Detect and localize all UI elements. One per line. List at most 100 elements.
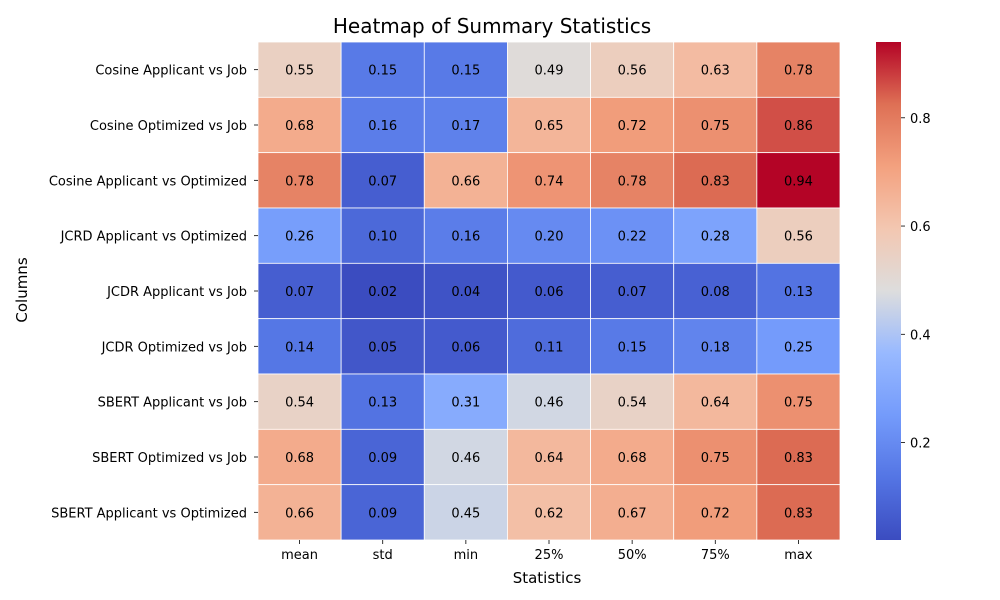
colorbar: 0.2 0.4 0.6 0.8 <box>876 42 931 540</box>
heatmap-cell <box>673 428 758 486</box>
y-tick-label: Cosine Applicant vs Job <box>95 64 247 79</box>
cell-value-label: 0.65 <box>535 119 564 134</box>
colorbar-tick-label: 0.8 <box>910 112 931 127</box>
cell-value-label: 0.06 <box>451 340 480 355</box>
cell-value-label: 0.55 <box>285 64 314 79</box>
cell-value-label: 0.25 <box>784 340 813 355</box>
x-tick-label: max <box>784 548 813 563</box>
cell-value-label: 0.78 <box>285 174 314 189</box>
cell-value-label: 0.22 <box>618 230 647 245</box>
cell-value-label: 0.54 <box>285 396 314 411</box>
heatmap-cell <box>257 41 342 98</box>
y-tick-label: Cosine Applicant vs Optimized <box>49 174 247 189</box>
cell-value-label: 0.86 <box>784 119 813 134</box>
heatmap-cell <box>507 152 591 209</box>
x-tick-label: 75% <box>701 548 730 563</box>
y-tick-labels: Cosine Applicant vs Job Cosine Optimized … <box>49 64 258 521</box>
x-axis-label: Statistics <box>513 569 582 587</box>
colorbar-tick-label: 0.4 <box>910 328 931 343</box>
y-tick-label: Cosine Optimized vs Job <box>90 119 247 134</box>
heatmap-cell <box>423 318 508 375</box>
colorbar-tick-label: 0.6 <box>910 220 931 235</box>
heatmap-cell <box>756 96 841 154</box>
heatmap-cell <box>257 373 342 430</box>
heatmap-cell <box>257 207 342 264</box>
heatmap-cell <box>673 152 758 209</box>
heatmap-cell <box>340 428 425 486</box>
cell-value-label: 0.08 <box>701 285 730 300</box>
heatmap-cell <box>590 41 675 98</box>
heatmap-cell <box>756 373 841 430</box>
cell-value-label: 0.28 <box>701 230 730 245</box>
cell-value-label: 0.72 <box>618 119 647 134</box>
cell-value-label: 0.20 <box>535 230 564 245</box>
cell-value-label: 0.64 <box>535 451 564 466</box>
cell-value-label: 0.09 <box>368 451 397 466</box>
heatmap-cell <box>673 373 758 430</box>
cell-value-label: 0.94 <box>784 174 813 189</box>
cell-value-label: 0.62 <box>535 506 564 521</box>
cell-value-label: 0.15 <box>368 64 397 79</box>
cell-value-label: 0.16 <box>451 230 480 245</box>
cell-value-label: 0.68 <box>285 451 314 466</box>
cell-value-label: 0.14 <box>285 340 314 355</box>
heatmap-cell <box>756 262 841 320</box>
x-tick-labels: mean std min 25% 50% 75% max <box>281 540 813 563</box>
cell-value-label: 0.16 <box>368 119 397 134</box>
y-tick-label: SBERT Optimized vs Job <box>92 451 247 466</box>
cell-value-label: 0.66 <box>285 506 314 521</box>
heatmap-cell <box>590 318 675 375</box>
heatmap-cell <box>756 318 841 375</box>
chart-title: Heatmap of Summary Statistics <box>333 14 651 38</box>
cell-value-label: 0.68 <box>285 119 314 134</box>
cell-value-label: 0.07 <box>618 285 647 300</box>
y-tick-label: JCDR Optimized vs Job <box>101 340 247 355</box>
heatmap-cell <box>590 428 675 486</box>
cell-value-label: 0.56 <box>784 230 813 245</box>
y-axis-label: Columns <box>13 257 31 322</box>
heatmap-cell <box>423 152 508 209</box>
heatmap-cell <box>340 152 425 209</box>
heatmap-cell <box>507 207 591 264</box>
x-tick-label: std <box>373 548 393 563</box>
cell-value-label: 0.83 <box>701 174 730 189</box>
cell-value-label: 0.15 <box>618 340 647 355</box>
heatmap-cell <box>590 152 675 209</box>
heatmap-cell <box>257 318 342 375</box>
cell-value-label: 0.15 <box>451 64 480 79</box>
cell-value-label: 0.83 <box>784 506 813 521</box>
heatmap-cells: 0.55 0.15 0.15 0.49 0.56 0.63 0.78 0.68 0.16 0.17… <box>257 41 841 541</box>
cell-value-label: 0.45 <box>451 506 480 521</box>
heatmap-cell <box>756 428 841 486</box>
x-tick-label: 25% <box>535 548 564 563</box>
heatmap-cell <box>257 428 342 486</box>
heatmap-cell <box>590 484 675 541</box>
cell-value-label: 0.75 <box>784 396 813 411</box>
cell-value-label: 0.78 <box>618 174 647 189</box>
cell-value-label: 0.64 <box>701 396 730 411</box>
heatmap-cell <box>673 41 758 98</box>
cell-value-label: 0.17 <box>451 119 480 134</box>
heatmap-cell <box>590 96 675 154</box>
cell-value-label: 0.31 <box>451 396 480 411</box>
cell-value-label: 0.07 <box>368 174 397 189</box>
y-tick-label: JCDR Applicant vs Job <box>106 285 247 300</box>
cell-value-label: 0.68 <box>618 451 647 466</box>
heatmap-cell <box>423 96 508 154</box>
heatmap-cell <box>423 373 508 430</box>
cell-value-label: 0.13 <box>784 285 813 300</box>
heatmap-cell <box>340 318 425 375</box>
heatmap-cell <box>756 207 841 264</box>
cell-value-label: 0.67 <box>618 506 647 521</box>
heatmap-cell <box>507 318 591 375</box>
heatmap-cell <box>673 207 758 264</box>
cell-value-label: 0.09 <box>368 506 397 521</box>
heatmap-cell <box>340 41 425 98</box>
heatmap-cell <box>756 152 841 209</box>
cell-value-label: 0.63 <box>701 64 730 79</box>
cell-value-label: 0.10 <box>368 230 397 245</box>
cell-value-label: 0.54 <box>618 396 647 411</box>
cell-value-label: 0.49 <box>535 64 564 79</box>
cell-value-label: 0.06 <box>535 285 564 300</box>
